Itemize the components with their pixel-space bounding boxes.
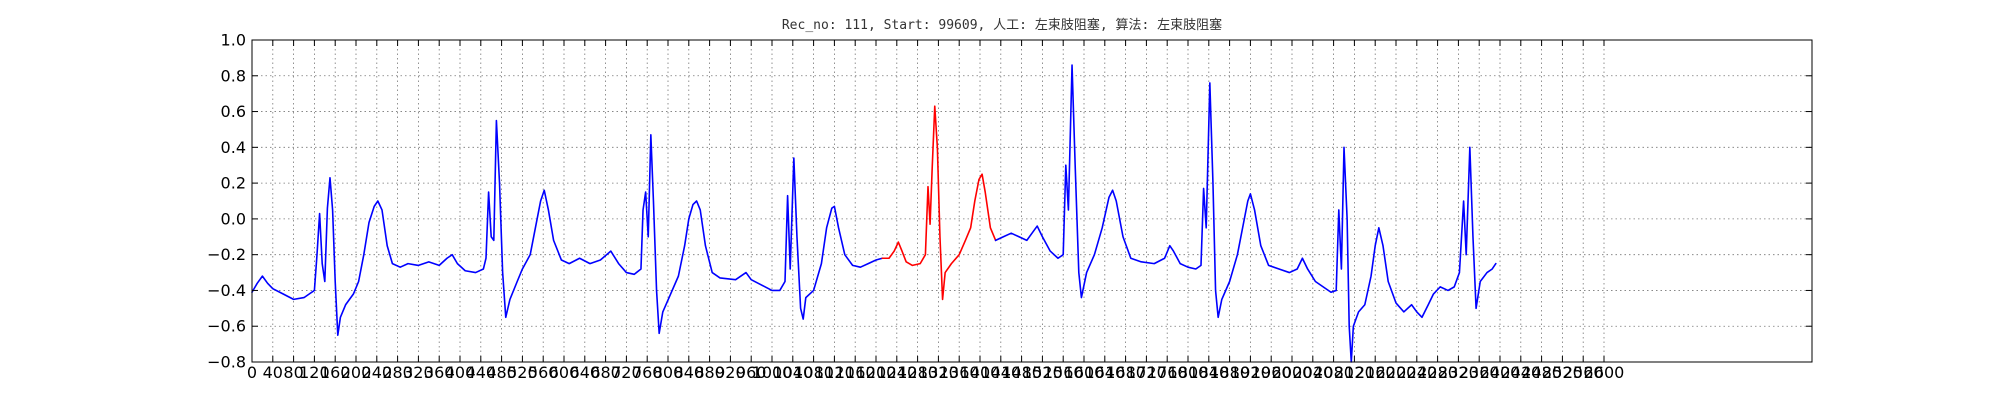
x-tick-label: 280 [382, 363, 413, 382]
y-tick-label: 1.0 [221, 31, 246, 50]
x-tick-label: 1000 [752, 363, 793, 382]
x-tick-label: 80 [283, 363, 303, 382]
x-tick-label: 800 [653, 363, 684, 382]
x-tick-label: 2160 [1355, 363, 1396, 382]
x-tick-label: 2440 [1500, 363, 1541, 382]
x-tick-label: 2240 [1396, 363, 1437, 382]
x-tick-label: 240 [362, 363, 393, 382]
x-tick-label: 2600 [1584, 363, 1625, 382]
x-tick-label: 960 [736, 363, 767, 382]
x-tick-label: 2480 [1521, 363, 1562, 382]
x-tick-label: 400 [445, 363, 476, 382]
x-tick-label: 1240 [876, 363, 917, 382]
y-tick-label: −0.6 [207, 317, 246, 336]
x-tick-label: 2280 [1417, 363, 1458, 382]
x-tick-label: 1280 [897, 363, 938, 382]
x-tick-label: 720 [611, 363, 642, 382]
x-tick-label: 0 [247, 363, 257, 382]
x-tick-label: 120 [299, 363, 330, 382]
x-tick-label: 160 [320, 363, 351, 382]
x-tick-label: 1560 [1043, 363, 1084, 382]
x-tick-label: 440 [466, 363, 497, 382]
x-tick-label: 1440 [980, 363, 1021, 382]
x-tick-label: 1880 [1209, 363, 1250, 382]
x-tick-label: 480 [486, 363, 517, 382]
y-axis: 1.0 0.8 0.6 0.4 0.2 0.0 −0.2 −0.4 −0.6 −0.8 [207, 31, 1812, 372]
x-tick-label: 1040 [772, 363, 813, 382]
series-line-2 [881, 105, 997, 301]
x-tick-label: 2520 [1542, 363, 1583, 382]
x-tick-label: 1360 [939, 363, 980, 382]
x-tick-label: 1160 [835, 363, 876, 382]
x-axis: 0 40 8012016020024028032036040044048052056… [247, 40, 1624, 382]
x-tick-label: 1920 [1230, 363, 1271, 382]
x-tick-label: 1120 [814, 363, 855, 382]
x-tick-label: 1400 [960, 363, 1001, 382]
x-tick-label: 1080 [793, 363, 834, 382]
x-tick-label: 840 [674, 363, 705, 382]
x-tick-label: 1600 [1064, 363, 1105, 382]
x-tick-label: 560 [528, 363, 559, 382]
x-tick-label: 2200 [1376, 363, 1417, 382]
x-tick-label: 320 [403, 363, 434, 382]
series-layer [251, 64, 1497, 363]
x-tick-label: 1760 [1147, 363, 1188, 382]
x-tick-label: 1720 [1126, 363, 1167, 382]
x-tick-label: 2400 [1480, 363, 1521, 382]
x-tick-label: 760 [632, 363, 663, 382]
plot-frame [251, 39, 1813, 363]
x-tick-label: 1640 [1084, 363, 1125, 382]
y-tick-label: −0.2 [207, 245, 246, 264]
series-line-1 [251, 119, 884, 336]
x-tick-label: 2040 [1292, 363, 1333, 382]
x-tick-label: 600 [549, 363, 580, 382]
y-tick-label: −0.8 [207, 353, 246, 372]
x-tick-label: 520 [507, 363, 538, 382]
x-tick-label: 920 [715, 363, 746, 382]
series-line-3 [994, 64, 1497, 363]
x-tick-label: 2120 [1334, 363, 1375, 382]
x-tick-label: 1960 [1251, 363, 1292, 382]
x-tick-label: 360 [424, 363, 455, 382]
x-tick-label: 2000 [1272, 363, 1313, 382]
x-tick-label: 200 [341, 363, 372, 382]
chart-title: Rec_no: 111, Start: 99609, 人工: 左束肢阻塞, 算法… [782, 17, 1222, 33]
x-tick-label: 1800 [1168, 363, 1209, 382]
x-tick-label: 2320 [1438, 363, 1479, 382]
y-tick-label: 0.4 [221, 138, 246, 157]
y-tick-label: 0.0 [221, 209, 246, 228]
x-tick-label: 880 [694, 363, 725, 382]
y-tick-label: 0.8 [221, 66, 246, 85]
y-tick-label: 0.6 [221, 102, 246, 121]
x-tick-label: 2360 [1459, 363, 1500, 382]
x-tick-label: 40 [263, 363, 283, 382]
y-tick-label: −0.4 [207, 281, 246, 300]
x-tick-label: 1840 [1188, 363, 1229, 382]
x-tick-label: 680 [590, 363, 621, 382]
x-tick-label: 640 [570, 363, 601, 382]
x-tick-label: 1200 [856, 363, 897, 382]
x-tick-label: 2560 [1563, 363, 1604, 382]
x-tick-label: 1480 [1001, 363, 1042, 382]
x-tick-label: 1320 [918, 363, 959, 382]
x-tick-label: 2080 [1313, 363, 1354, 382]
x-tick-label: 1680 [1105, 363, 1146, 382]
x-tick-label: 1520 [1022, 363, 1063, 382]
y-tick-label: 0.2 [221, 174, 246, 193]
